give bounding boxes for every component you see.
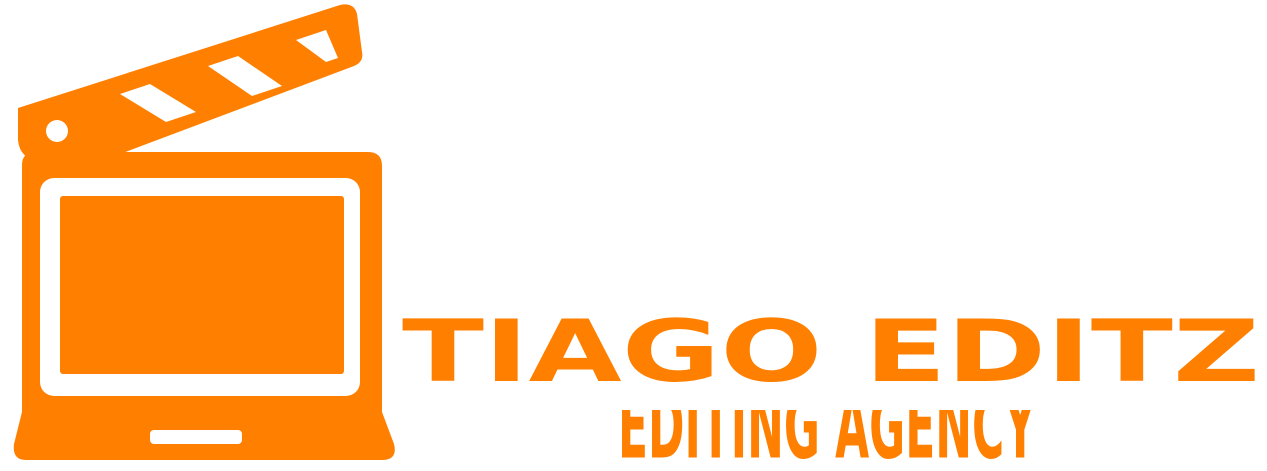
clapperboard-laptop-icon <box>13 4 395 460</box>
brand-tagline: EDITING AGENCY <box>618 410 1037 464</box>
brand-name-text: TIAGO EDITZ <box>402 301 1260 386</box>
brand-tagline-text: EDITING AGENCY <box>618 410 1037 464</box>
clapper-arm <box>18 4 363 161</box>
brand-name: TIAGO EDITZ <box>402 301 1260 386</box>
laptop-body <box>13 152 395 460</box>
